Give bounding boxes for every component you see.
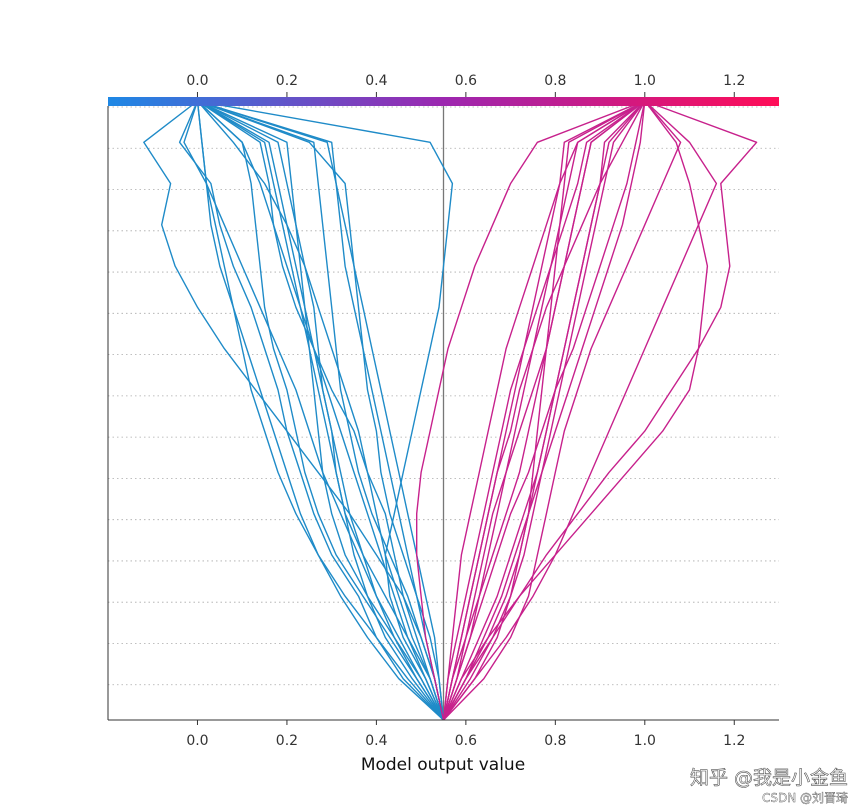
decision-path-line bbox=[442, 100, 646, 721]
tick-label: 0.6 bbox=[455, 73, 477, 89]
decision-path-line bbox=[442, 100, 646, 721]
tick-label: 0.2 bbox=[276, 73, 298, 89]
x-axis-ticks-top: 0.0 0.2 0.4 0.6 0.8 1.0 1.2 bbox=[186, 73, 745, 97]
decision-path-line bbox=[197, 100, 445, 721]
decision-path-line bbox=[442, 100, 646, 721]
tick-label: 0.4 bbox=[365, 733, 387, 749]
decision-path-line bbox=[196, 100, 445, 721]
watermark-text: 知乎 @我是小金鱼 bbox=[690, 767, 848, 789]
decision-path-line bbox=[197, 100, 445, 721]
decision-path-line bbox=[196, 100, 444, 721]
decision-path-line bbox=[197, 100, 445, 721]
decision-path-line bbox=[442, 100, 646, 721]
decision-path-line bbox=[442, 100, 646, 721]
colorbar-gradient bbox=[108, 97, 779, 106]
tick-label: 0.0 bbox=[186, 733, 208, 749]
x-axis-ticks-bottom: 0.0 0.2 0.4 0.6 0.8 1.0 1.2 bbox=[186, 720, 745, 749]
axes-layer bbox=[107, 106, 779, 721]
decision-path-line bbox=[197, 100, 445, 721]
decision-path-line bbox=[442, 100, 646, 721]
decision-path-line bbox=[442, 100, 758, 721]
decision-path-line bbox=[197, 100, 454, 721]
tick-label: 0.8 bbox=[544, 73, 566, 89]
tick-label: 0.2 bbox=[276, 733, 298, 749]
watermark-subtext: CSDN @刘晋琦 bbox=[762, 791, 848, 805]
decision-path-line bbox=[442, 100, 646, 721]
decision-path-line bbox=[442, 100, 682, 721]
x-axis-title: Model output value bbox=[361, 755, 525, 775]
decision-path-line bbox=[196, 100, 445, 721]
tick-label: 0.6 bbox=[455, 733, 477, 749]
tick-label: 1.0 bbox=[634, 73, 656, 89]
decision-path-line bbox=[197, 100, 445, 721]
decision-path-line bbox=[442, 100, 646, 721]
decision-path-line bbox=[197, 100, 445, 721]
tick-label: 0.0 bbox=[186, 73, 208, 89]
decision-path-line bbox=[197, 100, 445, 721]
decision-path-line bbox=[442, 100, 646, 721]
series-layer bbox=[143, 100, 758, 721]
decision-path-line bbox=[197, 100, 445, 721]
watermark: 知乎 @我是小金鱼 CSDN @刘晋琦 bbox=[690, 767, 849, 806]
tick-label: 0.8 bbox=[544, 733, 566, 749]
decision-path-line bbox=[197, 100, 445, 721]
tick-label: 1.2 bbox=[723, 733, 745, 749]
tick-label: 1.0 bbox=[634, 733, 656, 749]
decision-path-line bbox=[416, 100, 646, 721]
decision-path-line bbox=[143, 100, 445, 721]
decision-path-line bbox=[197, 100, 445, 721]
decision-path-line bbox=[178, 100, 445, 721]
decision-path-line bbox=[442, 100, 709, 721]
tick-label: 1.2 bbox=[723, 73, 745, 89]
tick-label: 0.4 bbox=[365, 73, 387, 89]
colorbar bbox=[108, 97, 779, 106]
decision-path-line bbox=[197, 100, 445, 721]
